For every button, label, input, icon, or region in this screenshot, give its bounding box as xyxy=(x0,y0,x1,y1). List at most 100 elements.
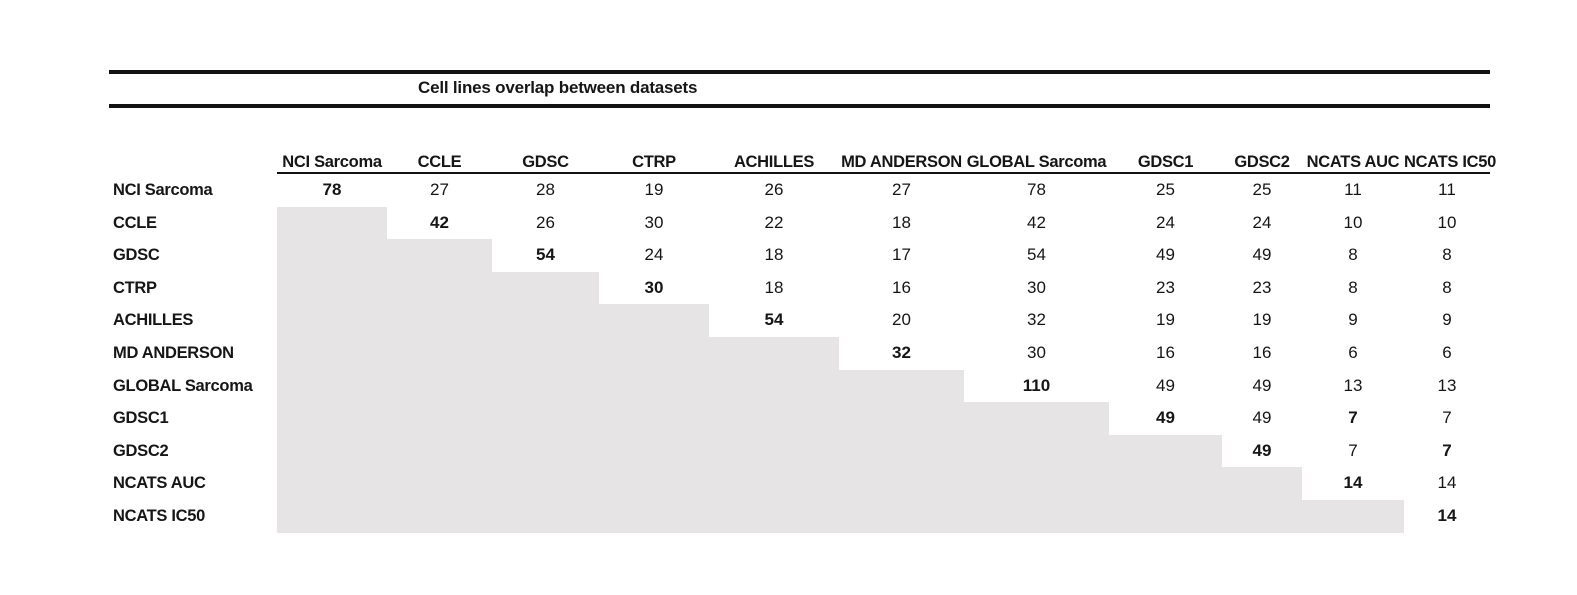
shaded-empty-cell xyxy=(387,369,492,403)
shaded-empty-cell xyxy=(1109,499,1222,533)
overlap-value-cell: 26 xyxy=(536,212,555,232)
row-label: MD ANDERSON xyxy=(113,343,234,362)
table-title: Cell lines overlap between datasets xyxy=(418,78,698,97)
shaded-empty-cell xyxy=(492,499,599,533)
overlap-value-cell: 24 xyxy=(1252,212,1272,232)
overlap-value-cell: 25 xyxy=(1156,180,1175,199)
overlap-value-cell: 10 xyxy=(1437,212,1457,232)
shaded-empty-cell xyxy=(492,402,599,435)
shaded-empty-cell xyxy=(387,467,492,500)
overlap-value-cell: 54 xyxy=(764,310,784,330)
shaded-empty-cell xyxy=(709,402,839,435)
corner-cell xyxy=(109,134,277,173)
shaded-empty-cell xyxy=(277,402,387,435)
overlap-value-cell: 6 xyxy=(1442,342,1452,362)
overlap-value-cell: 11 xyxy=(1344,180,1362,199)
overlap-value-cell: 19 xyxy=(644,180,664,199)
shaded-empty-cell xyxy=(492,271,599,305)
overlap-value-cell: 6 xyxy=(1348,342,1358,362)
column-header: CCLE xyxy=(387,134,492,174)
overlap-value-cell: 49 xyxy=(1156,245,1175,265)
overlap-value-cell: 19 xyxy=(1156,310,1175,330)
shaded-empty-cell xyxy=(964,499,1109,533)
shaded-empty-cell xyxy=(599,304,709,337)
overlap-matrix-table: NCI Sarcoma CCLE GDSC CTRP ACHILLES MD ANDERS… xyxy=(109,134,1496,533)
overlap-value-cell: 9 xyxy=(1442,310,1452,330)
overlap-value-cell: 8 xyxy=(1442,277,1452,297)
overlap-value-cell: 8 xyxy=(1348,277,1358,297)
overlap-value-cell: 54 xyxy=(1027,245,1046,265)
overlap-value-cell: 78 xyxy=(1027,180,1046,199)
overlap-value-cell: 8 xyxy=(1348,245,1358,265)
top-rule xyxy=(109,70,1490,74)
overlap-value-cell: 23 xyxy=(1252,277,1272,297)
shaded-empty-cell xyxy=(492,336,599,370)
overlap-value-cell: 17 xyxy=(892,245,911,265)
overlap-value-cell: 30 xyxy=(1027,277,1046,297)
column-header: CTRP xyxy=(599,134,709,174)
shaded-empty-cell xyxy=(387,271,492,305)
shaded-empty-cell xyxy=(492,369,599,403)
shaded-empty-cell xyxy=(277,206,387,240)
shaded-empty-cell xyxy=(277,336,387,370)
overlap-value-cell: 49 xyxy=(1252,408,1272,428)
shaded-empty-cell xyxy=(1109,467,1222,500)
overlap-value-cell: 28 xyxy=(536,180,555,199)
overlap-value-cell: 24 xyxy=(644,245,664,265)
overlap-value-cell: 25 xyxy=(1252,180,1272,199)
shaded-empty-cell xyxy=(1222,499,1302,533)
overlap-value-cell: 7 xyxy=(1348,408,1358,428)
row-label: NCI Sarcoma xyxy=(113,180,213,199)
overlap-value-cell: 32 xyxy=(1027,310,1046,330)
shaded-empty-cell xyxy=(709,369,839,403)
overlap-value-cell: 49 xyxy=(1252,375,1272,395)
overlap-value-cell: 11 xyxy=(1438,180,1456,199)
row-label: GLOBAL Sarcoma xyxy=(113,376,253,395)
shaded-empty-cell xyxy=(709,434,839,468)
shaded-empty-cell xyxy=(839,467,964,500)
shaded-empty-cell xyxy=(277,467,387,500)
shaded-empty-cell xyxy=(839,402,964,435)
shaded-empty-cell xyxy=(277,434,387,468)
row-label: GDSC2 xyxy=(113,441,169,460)
shaded-empty-cell xyxy=(964,434,1109,468)
shaded-empty-cell xyxy=(839,434,964,468)
shaded-empty-cell xyxy=(1222,467,1302,500)
row-label: NCATS AUC xyxy=(113,474,206,493)
shaded-empty-cell xyxy=(277,369,387,403)
shaded-empty-cell xyxy=(709,499,839,533)
shaded-empty-cell xyxy=(709,467,839,500)
overlap-value-cell: 110 xyxy=(1022,375,1051,395)
row-label: ACHILLES xyxy=(113,311,194,330)
shaded-empty-cell xyxy=(839,499,964,533)
overlap-value-cell: 18 xyxy=(892,212,911,232)
overlap-value-cell: 42 xyxy=(1027,212,1046,232)
shaded-empty-cell xyxy=(277,271,387,305)
shaded-empty-cell xyxy=(709,336,839,370)
overlap-value-cell: 9 xyxy=(1348,310,1358,330)
row-label: GDSC1 xyxy=(113,409,169,428)
shaded-empty-cell xyxy=(387,336,492,370)
overlap-value-cell: 7 xyxy=(1442,408,1452,428)
overlap-value-cell: 18 xyxy=(764,245,784,265)
table-row: GDSC2 49 7 7 xyxy=(109,434,1490,468)
shaded-empty-cell xyxy=(387,499,492,533)
overlap-value-cell: 78 xyxy=(322,180,342,199)
table-row: MD ANDERSON 32 30 16 16 6 6 xyxy=(109,336,1490,370)
shaded-empty-cell xyxy=(1302,499,1404,533)
overlap-value-cell: 22 xyxy=(764,212,784,232)
overlap-value-cell: 30 xyxy=(1027,342,1046,362)
matrix-header: NCI Sarcoma CCLE GDSC CTRP ACHILLES MD ANDERS… xyxy=(109,134,1496,174)
column-header: NCATS AUC xyxy=(1302,134,1404,174)
shaded-empty-cell xyxy=(599,402,709,435)
overlap-value-cell: 49 xyxy=(1252,245,1272,265)
shaded-empty-cell xyxy=(599,499,709,533)
overlap-value-cell: 27 xyxy=(430,180,449,199)
table-row: NCATS AUC 14 14 xyxy=(109,467,1490,500)
column-header: NCI Sarcoma xyxy=(277,134,387,174)
shaded-empty-cell xyxy=(387,239,492,272)
overlap-value-cell: 16 xyxy=(1252,342,1272,362)
overlap-value-cell: 26 xyxy=(764,180,784,199)
overlap-value-cell: 54 xyxy=(536,245,555,265)
overlap-value-cell: 14 xyxy=(1437,505,1457,525)
